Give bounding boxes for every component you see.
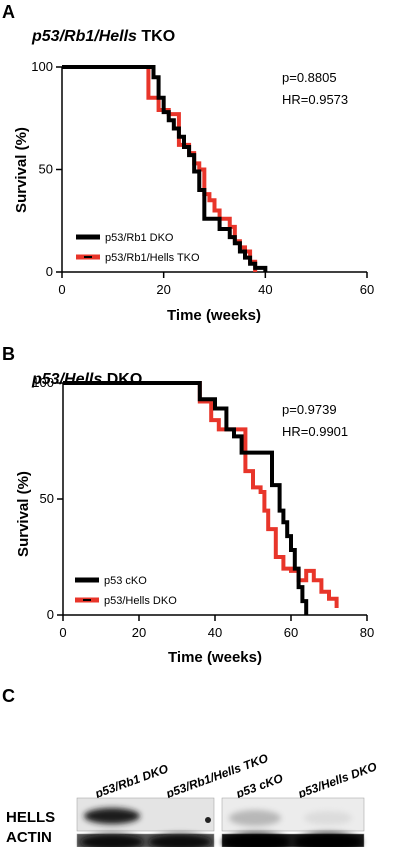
chart-a-series (62, 65, 268, 272)
chart-b-ytick-label-0: 0 (47, 607, 54, 622)
band-actin-lane-2 (222, 833, 290, 847)
panel-b-title-rest: DKO (102, 371, 142, 388)
chart-a-legend-label-0: p53/Rb1 DKO (105, 232, 174, 244)
chart-b-xtick-label-2: 40 (208, 625, 222, 640)
band-actin-lane-0 (80, 834, 144, 847)
chart-a-ytick-label-2: 100 (31, 59, 53, 74)
chart-a-xtick-label-2: 40 (258, 282, 272, 297)
panel-a-title: p53/Rb1/Hells TKO (31, 28, 175, 45)
chart-a-xlabel: Time (weeks) (167, 307, 261, 324)
chart-b-xtick-label-4: 80 (360, 625, 374, 640)
chart-b-series-line-0 (63, 381, 309, 615)
chart-b-legend-label-1: p53/Hells DKO (104, 595, 177, 607)
lane-label-0: p53/Rb1 DKO (92, 761, 170, 801)
chart-a-xtick-label-1: 20 (156, 282, 170, 297)
blot-actin-right (221, 833, 365, 847)
panel-c-letter: C (2, 686, 15, 706)
chart-b-series (63, 381, 339, 615)
blot-actin-left (76, 833, 215, 847)
chart-b-ytick-label-2: 100 (32, 375, 54, 390)
chart-a-hazard-ratio: HR=0.9573 (282, 92, 348, 107)
chart-a-xtick-label-0: 0 (58, 282, 65, 297)
row-label-actin: ACTIN (6, 829, 52, 846)
chart-a-ytick-label-0: 0 (46, 264, 53, 279)
chart-a: 0 50 100 0 20 40 60 Survival (%) Time (weeks)… (13, 59, 374, 324)
chart-a-ytick-label-1: 50 (39, 162, 53, 177)
chart-a-x-ticks: 0 20 40 60 (58, 272, 374, 297)
chart-a-p-value: p=0.8805 (282, 70, 337, 85)
lane-label-3: p53/Hells DKO (295, 759, 379, 801)
chart-b-p-value: p=0.9739 (282, 402, 337, 417)
chart-b-hazard-ratio: HR=0.9901 (282, 424, 348, 439)
band-actin-lane-3 (294, 833, 362, 847)
chart-b-xtick-label-3: 60 (284, 625, 298, 640)
chart-a-xtick-label-3: 60 (360, 282, 374, 297)
chart-a-legend-label-1: p53/Rb1/Hells TKO (105, 252, 200, 264)
band-hells-lane-2 (229, 810, 281, 826)
band-hells-lane-3 (304, 811, 352, 825)
panel-a-title-italic: p53/Rb1/Hells (31, 28, 137, 45)
blot-hells-left (76, 797, 215, 832)
panel-a-title-rest: TKO (137, 28, 175, 45)
chart-b-series-line-1 (63, 381, 339, 609)
chart-a-y-ticks: 0 50 100 (31, 59, 62, 279)
chart-b-y-ticks: 0 50 100 (32, 375, 63, 622)
chart-b-ytick-label-1: 50 (40, 491, 54, 506)
band-hells-lane-0 (84, 808, 140, 824)
chart-b-xtick-label-1: 20 (132, 625, 146, 640)
chart-a-ylabel: Survival (%) (13, 127, 30, 213)
chart-a-series-line-0 (62, 65, 268, 272)
panel-b-letter: B (2, 344, 15, 364)
chart-b-xtick-label-0: 0 (59, 625, 66, 640)
chart-b-ylabel: Survival (%) (15, 471, 32, 557)
chart-b-x-ticks: 0 20 40 60 80 (59, 615, 374, 640)
blot-hells-right (221, 797, 365, 832)
chart-a-legend: p53/Rb1 DKO p53/Rb1/Hells TKO (76, 232, 200, 264)
panel-a-letter: A (2, 2, 15, 22)
lane-label-2: p53 cKO (233, 771, 285, 801)
blot-speck (205, 817, 211, 823)
chart-b-legend-label-0: p53 cKO (104, 575, 147, 587)
chart-b-xlabel: Time (weeks) (168, 649, 262, 666)
band-actin-lane-1 (148, 834, 212, 847)
chart-b-legend: p53 cKO p53/Hells DKO (75, 575, 177, 607)
chart-b: 0 50 100 0 20 40 60 80 Survival (%) Time (week… (15, 375, 374, 666)
row-label-hells: HELLS (6, 809, 55, 826)
